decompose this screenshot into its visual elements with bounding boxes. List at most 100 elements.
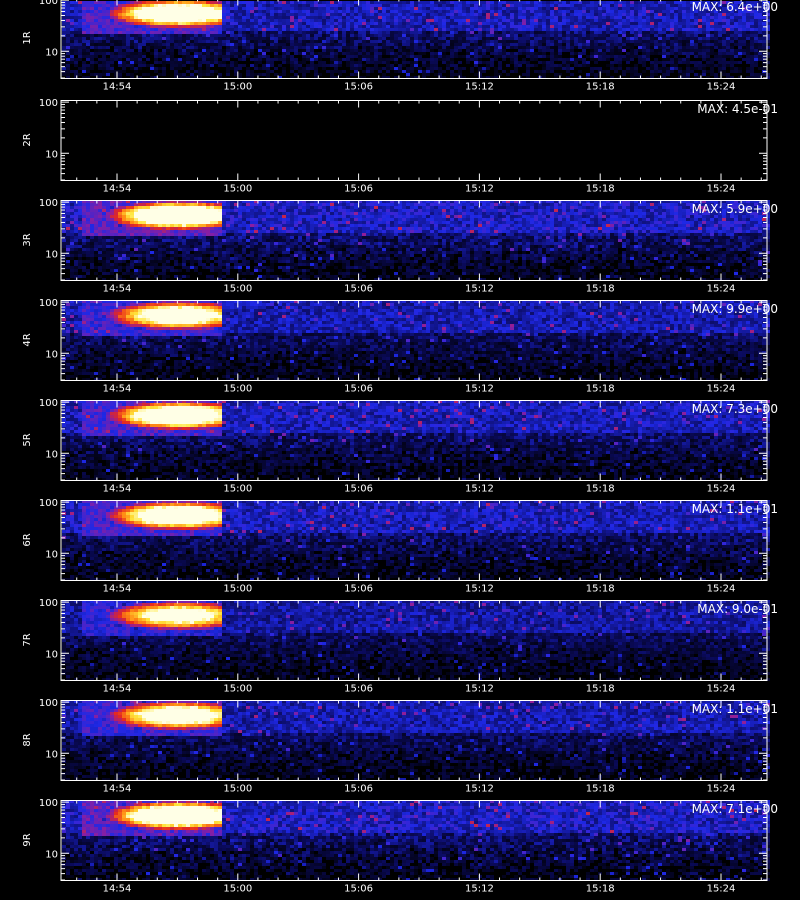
panel-label: 9R bbox=[22, 833, 33, 846]
x-tick-label: 15:18 bbox=[586, 384, 615, 395]
x-tick-label: 15:12 bbox=[465, 884, 494, 895]
x-tick-label: 15:18 bbox=[586, 784, 615, 795]
y-tick-label: 10 bbox=[45, 749, 58, 760]
panel-6R: 10 100 6R 14:54 15:00 15:06 15:12 15:18 15:24 MAX… bbox=[22, 498, 778, 594]
x-tick-label: 15:06 bbox=[344, 584, 373, 595]
x-tick-label: 15:18 bbox=[586, 884, 615, 895]
max-label: MAX: 9.0e-01 bbox=[697, 602, 778, 616]
panel-label: 1R bbox=[22, 31, 33, 44]
panel-label: 4R bbox=[22, 333, 33, 346]
y-axis-2R: 10 100 bbox=[39, 98, 767, 181]
max-label: MAX: 4.5e-01 bbox=[697, 102, 778, 116]
x-tick-label: 14:54 bbox=[103, 884, 132, 895]
x-tick-label: 15:00 bbox=[223, 82, 252, 93]
y-tick-label: 10 bbox=[45, 249, 58, 260]
y-tick-label: 10 bbox=[45, 47, 58, 58]
y-tick-label: 100 bbox=[39, 98, 58, 109]
y-axis-5R: 10 100 bbox=[39, 398, 767, 481]
x-tick-label: 15:12 bbox=[465, 584, 494, 595]
panel-label: 6R bbox=[22, 533, 33, 546]
x-tick-label: 15:12 bbox=[465, 784, 494, 795]
y-tick-label: 100 bbox=[39, 798, 58, 809]
plot-frame-2R bbox=[60, 100, 768, 181]
panel-1R: 10 100 1R 14:54 15:00 15:06 15:12 15:18 15:24 MAX… bbox=[22, 0, 778, 93]
max-label: MAX: 6.4e+00 bbox=[692, 0, 778, 14]
x-tick-label: 14:54 bbox=[103, 684, 132, 695]
x-tick-label: 15:12 bbox=[465, 184, 494, 195]
x-tick-label: 15:06 bbox=[344, 82, 373, 93]
heatmap-4R bbox=[62, 300, 770, 381]
x-tick-label: 15:00 bbox=[223, 484, 252, 495]
panel-5R: 10 100 5R 14:54 15:00 15:06 15:12 15:18 15:24 MAX… bbox=[22, 398, 778, 494]
x-tick-label: 15:24 bbox=[707, 82, 736, 93]
x-tick-label: 15:06 bbox=[344, 384, 373, 395]
x-tick-label: 15:00 bbox=[223, 584, 252, 595]
plot-frame-8R bbox=[60, 700, 768, 781]
x-tick-label: 14:54 bbox=[103, 184, 132, 195]
max-label: MAX: 1.1e+01 bbox=[692, 502, 778, 516]
y-tick-label: 10 bbox=[45, 349, 58, 360]
y-axis-8R: 10 100 bbox=[39, 698, 767, 781]
max-label: MAX: 1.1e+01 bbox=[692, 702, 778, 716]
y-tick-label: 100 bbox=[39, 398, 58, 409]
x-tick-label: 15:00 bbox=[223, 384, 252, 395]
x-tick-label: 15:06 bbox=[344, 884, 373, 895]
x-tick-label: 15:18 bbox=[586, 184, 615, 195]
x-tick-label: 15:06 bbox=[344, 684, 373, 695]
x-axis-6R: 14:54 15:00 15:06 15:12 15:18 15:24 bbox=[76, 500, 762, 595]
y-tick-label: 100 bbox=[39, 698, 58, 709]
max-label: MAX: 7.1e+00 bbox=[692, 802, 778, 816]
x-tick-label: 15:06 bbox=[344, 184, 373, 195]
x-tick-label: 15:24 bbox=[707, 284, 736, 295]
x-tick-label: 15:24 bbox=[707, 684, 736, 695]
x-tick-label: 15:06 bbox=[344, 484, 373, 495]
x-axis-9R: 14:54 15:00 15:06 15:12 15:18 15:24 bbox=[76, 800, 762, 895]
y-tick-label: 100 bbox=[39, 598, 58, 609]
panel-label: 7R bbox=[22, 633, 33, 646]
heatmap-8R bbox=[62, 700, 770, 781]
y-axis-4R: 10 100 bbox=[39, 298, 767, 381]
x-tick-label: 14:54 bbox=[103, 82, 132, 93]
y-tick-label: 10 bbox=[45, 549, 58, 560]
x-tick-label: 14:54 bbox=[103, 384, 132, 395]
x-tick-label: 14:54 bbox=[103, 484, 132, 495]
x-tick-label: 14:54 bbox=[103, 284, 132, 295]
x-tick-label: 15:00 bbox=[223, 884, 252, 895]
x-axis-7R: 14:54 15:00 15:06 15:12 15:18 15:24 bbox=[76, 600, 762, 695]
y-axis-1R: 10 100 bbox=[39, 0, 767, 79]
panel-label: 5R bbox=[22, 433, 33, 446]
panel-4R: 10 100 4R 14:54 15:00 15:06 15:12 15:18 15:24 MAX… bbox=[22, 298, 778, 394]
x-axis-8R: 14:54 15:00 15:06 15:12 15:18 15:24 bbox=[76, 700, 762, 795]
panel-9R: 10 100 9R 14:54 15:00 15:06 15:12 15:18 15:24 MAX… bbox=[22, 798, 778, 894]
x-axis-2R: 14:54 15:00 15:06 15:12 15:18 15:24 bbox=[76, 100, 762, 195]
x-tick-label: 15:12 bbox=[465, 484, 494, 495]
plot-frame-1R bbox=[60, 0, 768, 79]
panel-label: 8R bbox=[22, 733, 33, 746]
max-label: MAX: 7.3e+00 bbox=[692, 402, 778, 416]
x-tick-label: 15:24 bbox=[707, 184, 736, 195]
panel-8R: 10 100 8R 14:54 15:00 15:06 15:12 15:18 15:24 MAX… bbox=[22, 698, 778, 794]
y-tick-label: 10 bbox=[45, 449, 58, 460]
x-tick-label: 15:00 bbox=[223, 284, 252, 295]
x-axis-5R: 14:54 15:00 15:06 15:12 15:18 15:24 bbox=[76, 400, 762, 495]
x-axis-4R: 14:54 15:00 15:06 15:12 15:18 15:24 bbox=[76, 300, 762, 395]
x-tick-label: 15:06 bbox=[344, 284, 373, 295]
x-tick-label: 15:12 bbox=[465, 684, 494, 695]
x-tick-label: 15:24 bbox=[707, 484, 736, 495]
x-axis-1R: 14:54 15:00 15:06 15:12 15:18 15:24 bbox=[76, 0, 762, 93]
heatmap-3R bbox=[62, 200, 770, 281]
x-tick-label: 15:12 bbox=[465, 284, 494, 295]
x-tick-label: 14:54 bbox=[103, 784, 132, 795]
y-axis-3R: 10 100 bbox=[39, 198, 767, 281]
x-tick-label: 14:54 bbox=[103, 584, 132, 595]
x-tick-label: 15:18 bbox=[586, 484, 615, 495]
plot-frame-5R bbox=[60, 400, 768, 481]
y-tick-label: 10 bbox=[45, 649, 58, 660]
heatmap-7R bbox=[62, 600, 770, 681]
x-tick-label: 15:24 bbox=[707, 784, 736, 795]
plot-frame-7R bbox=[60, 600, 768, 681]
x-tick-label: 15:18 bbox=[586, 284, 615, 295]
max-label: MAX: 9.9e+00 bbox=[692, 302, 778, 316]
heatmap-6R bbox=[62, 500, 770, 581]
